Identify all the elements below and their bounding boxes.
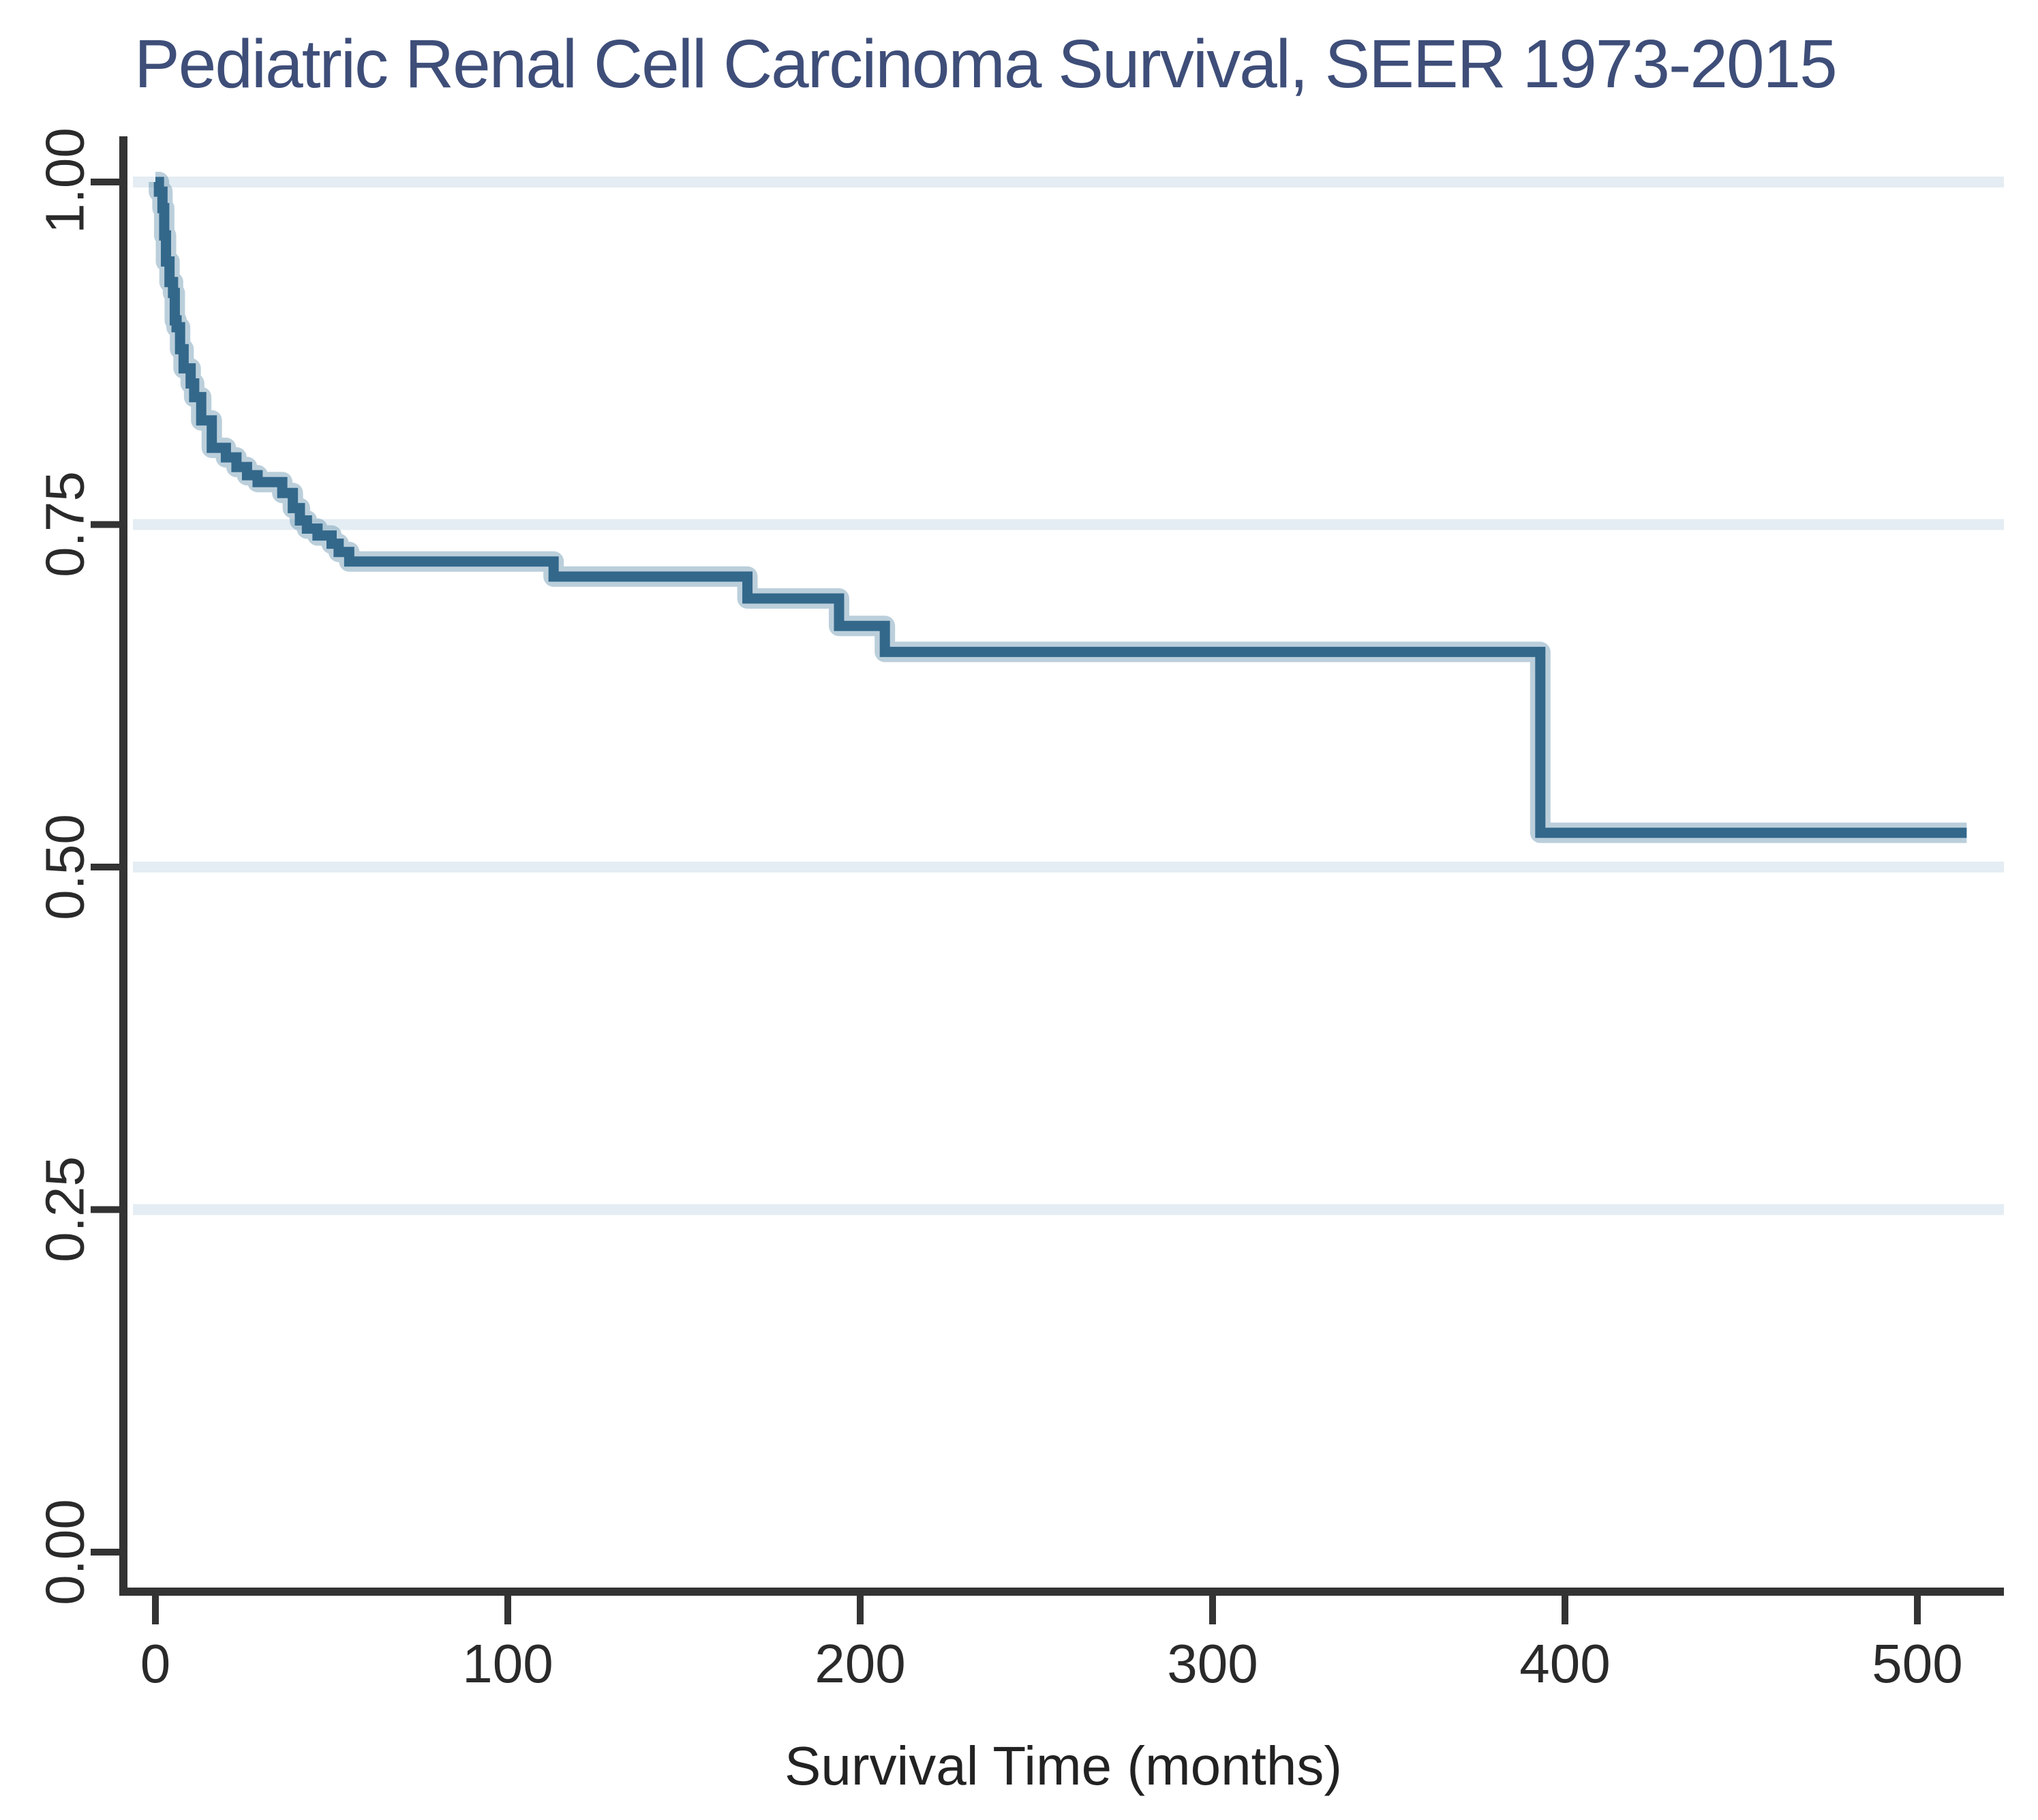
y-tick-label-1.00: 1.00 <box>35 127 95 234</box>
chart-title: Pediatric Renal Cell Carcinoma Survival,… <box>134 26 1836 102</box>
x-tick-label-200: 200 <box>815 1633 905 1694</box>
y-tick-label-0.75: 0.75 <box>35 471 95 577</box>
gridlines <box>133 177 2004 1215</box>
y-tick-label-0.00: 0.00 <box>35 1499 95 1605</box>
axes <box>91 136 2004 1624</box>
survival-curve <box>149 172 1967 843</box>
x-tick-label-300: 300 <box>1167 1633 1258 1694</box>
x-tick-label-0: 0 <box>140 1633 171 1694</box>
x-axis-title: Survival Time (months) <box>785 1735 1342 1796</box>
survival-curve-line <box>153 177 1967 838</box>
x-axis-tick-labels: 0 100 200 300 400 500 <box>140 1633 1963 1694</box>
y-axis-tick-labels: 1.00 0.75 0.50 0.25 0.00 <box>35 127 95 1605</box>
y-tick-label-0.25: 0.25 <box>35 1156 95 1262</box>
x-tick-label-100: 100 <box>462 1633 553 1694</box>
y-tick-label-0.50: 0.50 <box>35 814 95 920</box>
x-tick-label-400: 400 <box>1519 1633 1610 1694</box>
x-tick-label-500: 500 <box>1872 1633 1962 1694</box>
